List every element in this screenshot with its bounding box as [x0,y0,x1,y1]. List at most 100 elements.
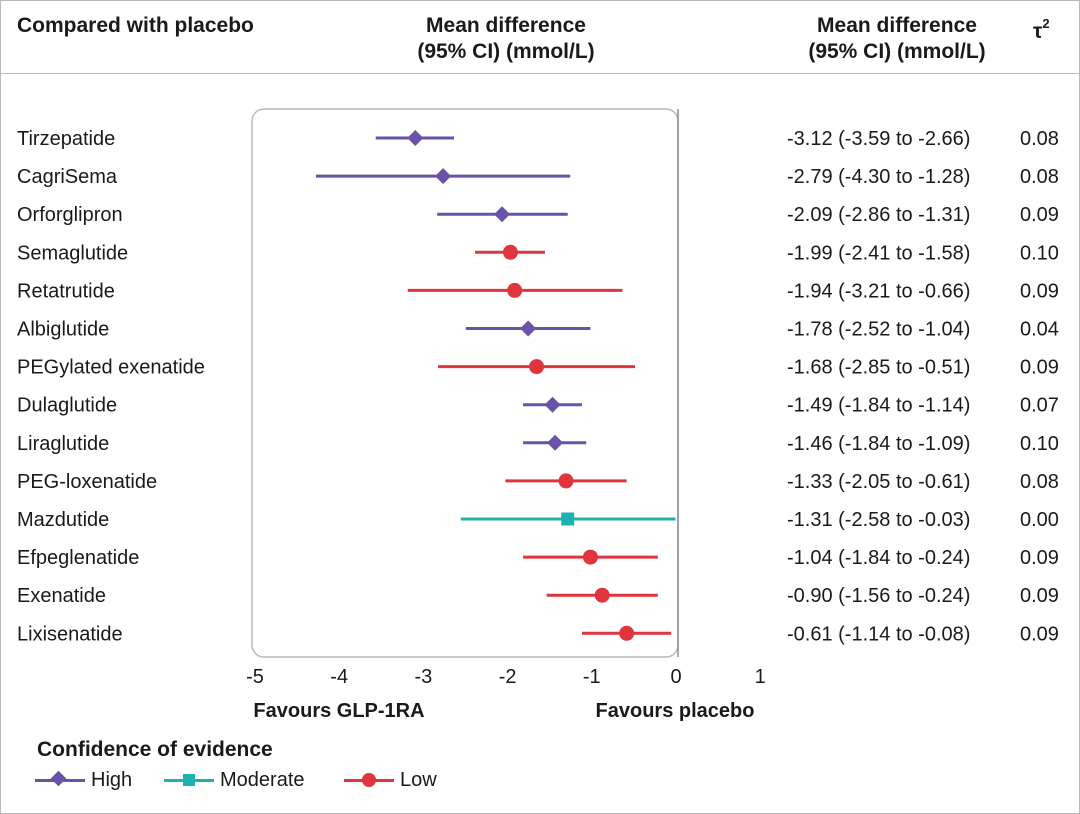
x-tick-label: 1 [755,666,766,688]
point-estimate-diamond [544,396,561,413]
row-tau-squared: 0.07 [1020,395,1059,417]
row-tau-squared: 0.00 [1020,509,1059,531]
row-tau-squared: 0.04 [1020,319,1059,341]
x-tick-label: -1 [583,666,601,688]
row-drug-name: Orforglipron [17,204,123,226]
row-tau-squared: 0.09 [1020,547,1059,569]
forest-row: Dulaglutide -1.49 (-1.84 to -1.14) 0.07 [17,395,1059,417]
header-values-line1: Mean difference [817,14,977,37]
forest-row: PEGylated exenatide -1.68 (-2.85 to -0.51… [17,357,1059,379]
legend-circle-icon [362,773,376,787]
header-divider [1,73,1079,74]
forest-rows: Tirzepatide -3.12 (-3.59 to -2.66) 0.08Cag… [17,128,1059,645]
row-ci-value: -1.68 (-2.85 to -0.51) [787,357,970,379]
forest-row: Efpeglenatide -1.04 (-1.84 to -0.24) 0.09 [17,547,1059,569]
point-estimate-circle [582,549,598,565]
row-ci-value: -2.09 (-2.86 to -1.31) [787,204,970,226]
point-estimate-diamond [494,206,511,223]
header-tau-symbol: τ [1033,20,1043,43]
row-drug-name: Liraglutide [17,433,109,455]
row-tau-squared: 0.08 [1020,471,1059,493]
header-plot-line1: Mean difference [426,14,586,37]
point-estimate-diamond [435,168,452,185]
legend-title: Confidence of evidence [37,738,273,761]
legend-high-label: High [91,769,133,791]
point-estimate-diamond [547,434,564,451]
row-ci-value: -3.12 (-3.59 to -2.66) [787,128,970,150]
row-ci-value: -1.46 (-1.84 to -1.09) [787,433,970,455]
row-ci-value: -1.31 (-2.58 to -0.03) [787,509,970,531]
point-estimate-circle [529,359,545,375]
point-estimate-diamond [407,130,424,146]
row-drug-name: CagriSema [17,166,118,188]
row-tau-squared: 0.09 [1020,204,1059,226]
point-estimate-circle [507,282,523,298]
row-drug-name: PEG-loxenatide [17,471,157,493]
header-plot-column: Mean difference (95% CI) (mmol/L) [381,13,631,65]
row-ci-value: -1.33 (-2.05 to -0.61) [787,471,970,493]
row-ci-value: -0.61 (-1.14 to -0.08) [787,623,970,645]
x-tick-label: -5 [246,666,264,688]
forest-row: Semaglutide -1.99 (-2.41 to -1.58) 0.10 [17,242,1059,264]
row-drug-name: Albiglutide [17,319,109,341]
header-compared-with-placebo: Compared with placebo [17,14,254,37]
row-tau-squared: 0.10 [1020,433,1059,455]
x-axis-ticks: -5 -4 -3 -2 -1 0 1 [246,666,766,688]
row-tau-squared: 0.08 [1020,128,1059,150]
row-drug-name: Dulaglutide [17,395,117,417]
forest-row: CagriSema -2.79 (-4.30 to -1.28) 0.08 [17,166,1059,188]
row-tau-squared: 0.09 [1020,280,1059,302]
row-ci-value: -0.90 (-1.56 to -0.24) [787,585,970,607]
row-tau-squared: 0.09 [1020,623,1059,645]
row-drug-name: Lixisenatide [17,623,123,645]
row-tau-squared: 0.08 [1020,166,1059,188]
row-ci-value: -1.04 (-1.84 to -0.24) [787,547,970,569]
legend-moderate-label: Moderate [220,769,305,791]
x-tick-label: 0 [670,666,681,688]
legend-low-label: Low [400,769,437,791]
forest-row: PEG-loxenatide -1.33 (-2.05 to -0.61) 0.08 [17,471,1059,493]
header-plot-line2: (95% CI) (mmol/L) [417,40,595,63]
legend-diamond-icon [50,770,67,787]
row-drug-name: Semaglutide [17,242,128,264]
row-ci-value: -1.94 (-3.21 to -0.66) [787,280,970,302]
x-tick-label: -4 [330,666,348,688]
point-estimate-diamond [520,320,537,337]
row-tau-squared: 0.09 [1020,585,1059,607]
forest-plot: Tirzepatide -3.12 (-3.59 to -2.66) 0.08Cag… [17,108,1059,722]
forest-row: Albiglutide -1.78 (-2.52 to -1.04) 0.04 [17,319,1059,341]
x-tick-label: -3 [415,666,433,688]
forest-row: Liraglutide -1.46 (-1.84 to -1.09) 0.10 [17,433,1059,455]
forest-row: Exenatide -0.90 (-1.56 to -0.24) 0.09 [17,585,1059,607]
row-ci-value: -2.79 (-4.30 to -1.28) [787,166,970,188]
row-drug-name: Efpeglenatide [17,547,139,569]
forest-row: Tirzepatide -3.12 (-3.59 to -2.66) 0.08 [17,128,1059,150]
point-estimate-circle [619,625,635,641]
plot-area-frame [251,108,679,658]
header-values-line2: (95% CI) (mmol/L) [808,40,986,63]
row-drug-name: Mazdutide [17,509,109,531]
row-ci-value: -1.49 (-1.84 to -1.14) [787,395,970,417]
favours-glp1ra-label: Favours GLP-1RA [253,700,424,722]
row-drug-name: Exenatide [17,585,106,607]
row-tau-squared: 0.10 [1020,242,1059,264]
row-drug-name: Tirzepatide [17,128,115,150]
point-estimate-square [561,512,575,526]
forest-row: Mazdutide -1.31 (-2.58 to -0.03) 0.00 [17,509,1059,531]
row-ci-value: -1.99 (-2.41 to -1.58) [787,242,970,264]
forest-row: Retatrutide -1.94 (-3.21 to -0.66) 0.09 [17,280,1059,302]
legend-square-icon [183,774,195,786]
row-tau-squared: 0.09 [1020,357,1059,379]
header-tau-superscript: 2 [1042,16,1050,31]
row-drug-name: PEGylated exenatide [17,357,205,379]
row-drug-name: Retatrutide [17,280,115,302]
forest-row: Orforglipron -2.09 (-2.86 to -1.31) 0.09 [17,204,1059,226]
favours-placebo-label: Favours placebo [596,700,755,722]
point-estimate-circle [502,244,518,260]
point-estimate-circle [558,473,574,489]
forest-row: Lixisenatide -0.61 (-1.14 to -0.08) 0.09 [17,623,1059,645]
row-ci-value: -1.78 (-2.52 to -1.04) [787,319,970,341]
x-tick-label: -2 [499,666,517,688]
header-tau-squared: τ2 [1033,13,1050,45]
